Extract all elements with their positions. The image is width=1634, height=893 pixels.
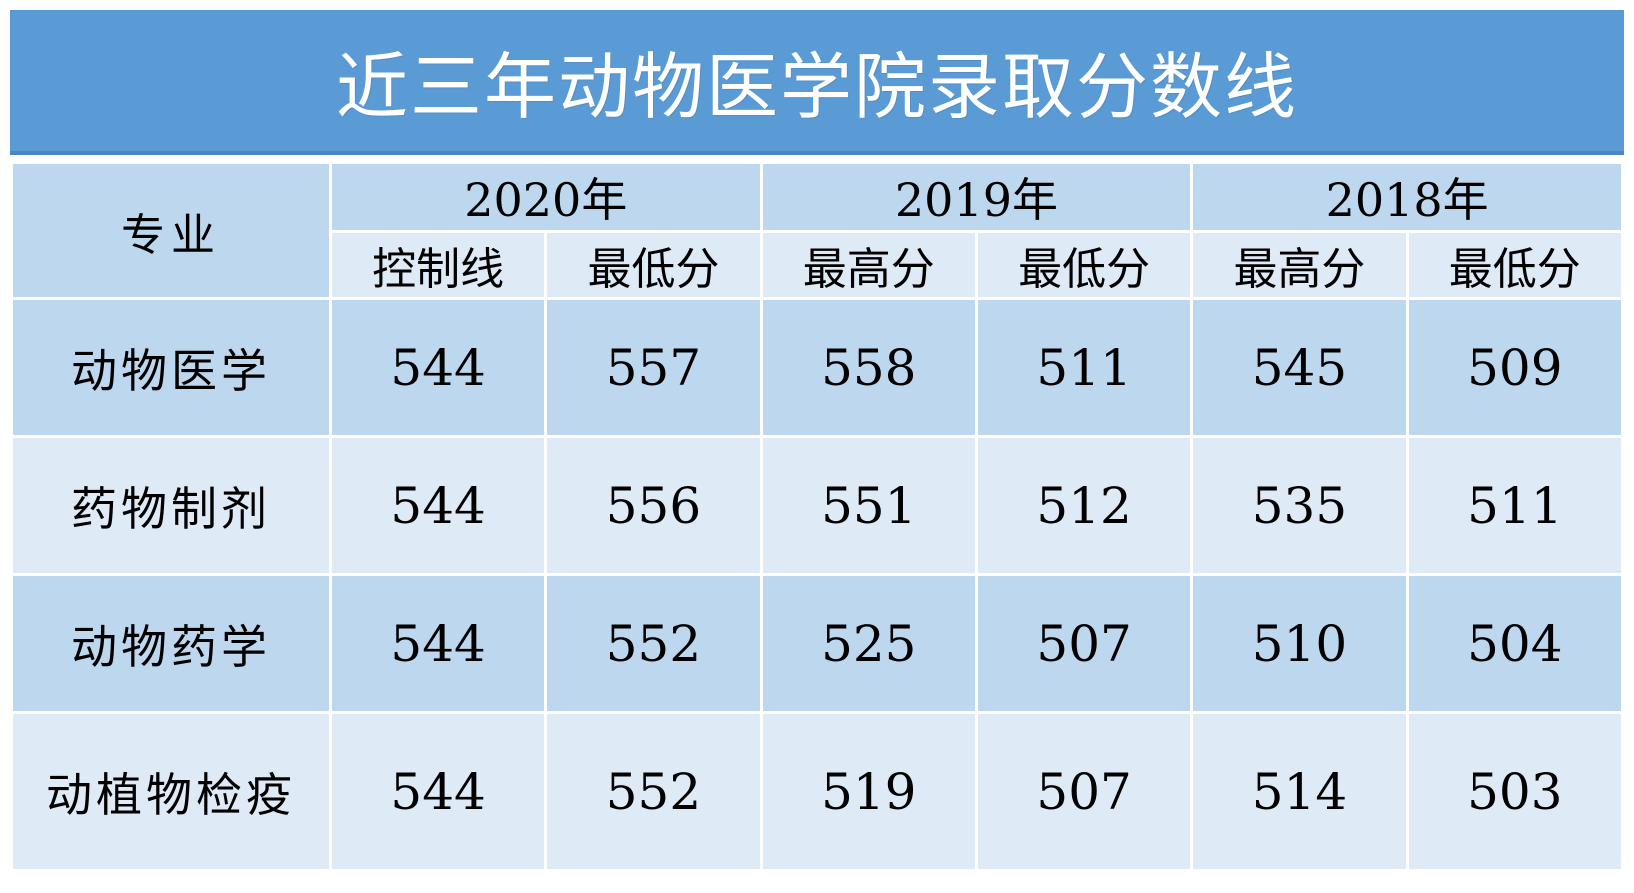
table-cell: 544 [328,297,548,438]
row-major-label: 动物医学 [10,297,332,438]
subheader-2020-lowest-score: 最低分 [544,230,763,300]
table-cell: 512 [974,435,1194,576]
table-cell: 511 [1405,435,1625,576]
subheader-2019-highest-score: 最高分 [759,230,978,300]
header-row-subcolumns: 控制线 最低分 最高分 最低分 最高分 最低分 [12,230,1625,300]
table-cell: 552 [544,711,763,872]
year-header-2018: 2018年 [1190,161,1624,233]
table-row-pharmaceutical-preparation: 药物制剂 544 556 551 512 535 511 [10,435,1625,576]
table-cell: 507 [974,573,1194,714]
row-major-label: 药物制剂 [10,435,332,576]
table-cell: 503 [1405,711,1625,872]
subheader-2018-highest-score: 最高分 [1190,230,1409,300]
table-cell: 545 [1190,297,1409,438]
table-row-animal-pharmacy: 动物药学 544 552 525 507 510 504 [10,573,1625,714]
table-cell: 558 [759,297,978,438]
admission-score-table: 专业 2020年 2019年 2018年 控制线 最低分 最高分 最低分 最高分… [10,161,1625,872]
table-row-animal-medicine: 动物医学 544 557 558 511 545 509 [10,297,1625,438]
table-cell: 535 [1190,435,1409,576]
table-cell: 510 [1190,573,1409,714]
table-cell: 544 [328,711,548,872]
table-cell: 519 [759,711,978,872]
row-major-label: 动植物检疫 [10,711,332,872]
table-cell: 557 [544,297,763,438]
subheader-2018-lowest-score: 最低分 [1405,230,1625,300]
admission-score-table-page: 近三年动物医学院录取分数线 专业 2020年 2019年 2018年 控制线 最… [10,10,1625,873]
table-row-animal-plant-quarantine: 动植物检疫 544 552 519 507 514 503 [10,711,1625,872]
table-cell: 544 [328,573,548,714]
subheader-2020-control-line: 控制线 [328,230,548,300]
table-title-banner: 近三年动物医学院录取分数线 [10,10,1624,155]
table-title: 近三年动物医学院录取分数线 [335,45,1298,129]
table-cell: 544 [328,435,548,576]
table-cell: 525 [759,573,978,714]
table-cell: 511 [974,297,1194,438]
table-cell: 551 [759,435,978,576]
year-header-2020: 2020年 [328,161,763,233]
column-header-major: 专业 [10,161,332,300]
header-row-years: 专业 2020年 2019年 2018年 [10,161,1624,300]
year-header-2019: 2019年 [759,161,1194,233]
table-cell: 552 [544,573,763,714]
table-cell: 509 [1405,297,1625,438]
row-major-label: 动物药学 [10,573,332,714]
table-cell: 504 [1405,573,1625,714]
table-cell: 556 [544,435,763,576]
subheader-2019-lowest-score: 最低分 [974,230,1194,300]
table-cell: 507 [974,711,1194,872]
table-cell: 514 [1190,711,1409,872]
